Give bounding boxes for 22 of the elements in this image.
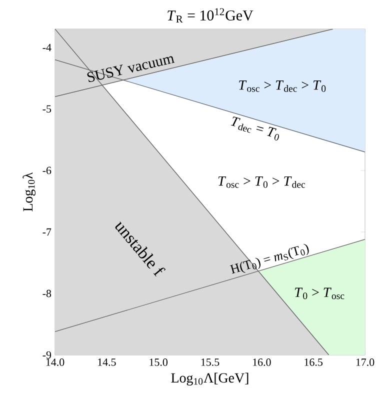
y-tick-label: -9	[42, 351, 52, 359]
annotation: T$_{dec}$ = T$_{0}$	[230, 116, 279, 140]
annotation: T$_{0}$ > T$_{osc}$	[294, 288, 344, 300]
y-axis-title: Log$_{10}$λ	[22, 172, 36, 212]
x-axis-title: Log$_{10}$Λ[GeV]	[171, 372, 248, 386]
y-tick-label: -4	[42, 44, 52, 52]
x-tick-label: 16.5	[304, 358, 322, 366]
x-tick-label: 14.0	[46, 358, 64, 366]
x-tick-label: 17.0	[356, 358, 374, 366]
chart-title: T$_{R}$ = 10$^{12}$GeV	[168, 8, 254, 23]
annotation: SUSY vacuum	[87, 56, 175, 82]
x-tick-label: 16.0	[253, 358, 271, 366]
y-tick-label: -8	[42, 290, 52, 298]
annotation: T$_{osc}$ > T$_{dec}$ > T$_{0}$	[239, 80, 326, 92]
x-tick-label: 15.5	[201, 358, 220, 366]
y-tick-label: -7	[42, 228, 52, 236]
annotation: T$_{osc}$ > T$_{0}$ > T$_{dec}$	[218, 176, 306, 188]
y-tick-label: -6	[42, 166, 52, 174]
annotation: H(T$_{0}$) = m$_{S}$(T$_{0}$)	[230, 244, 309, 274]
y-tick-label: -5	[42, 105, 52, 113]
x-tick-label: 14.5	[98, 358, 116, 366]
x-tick-label: 15.0	[150, 358, 168, 366]
